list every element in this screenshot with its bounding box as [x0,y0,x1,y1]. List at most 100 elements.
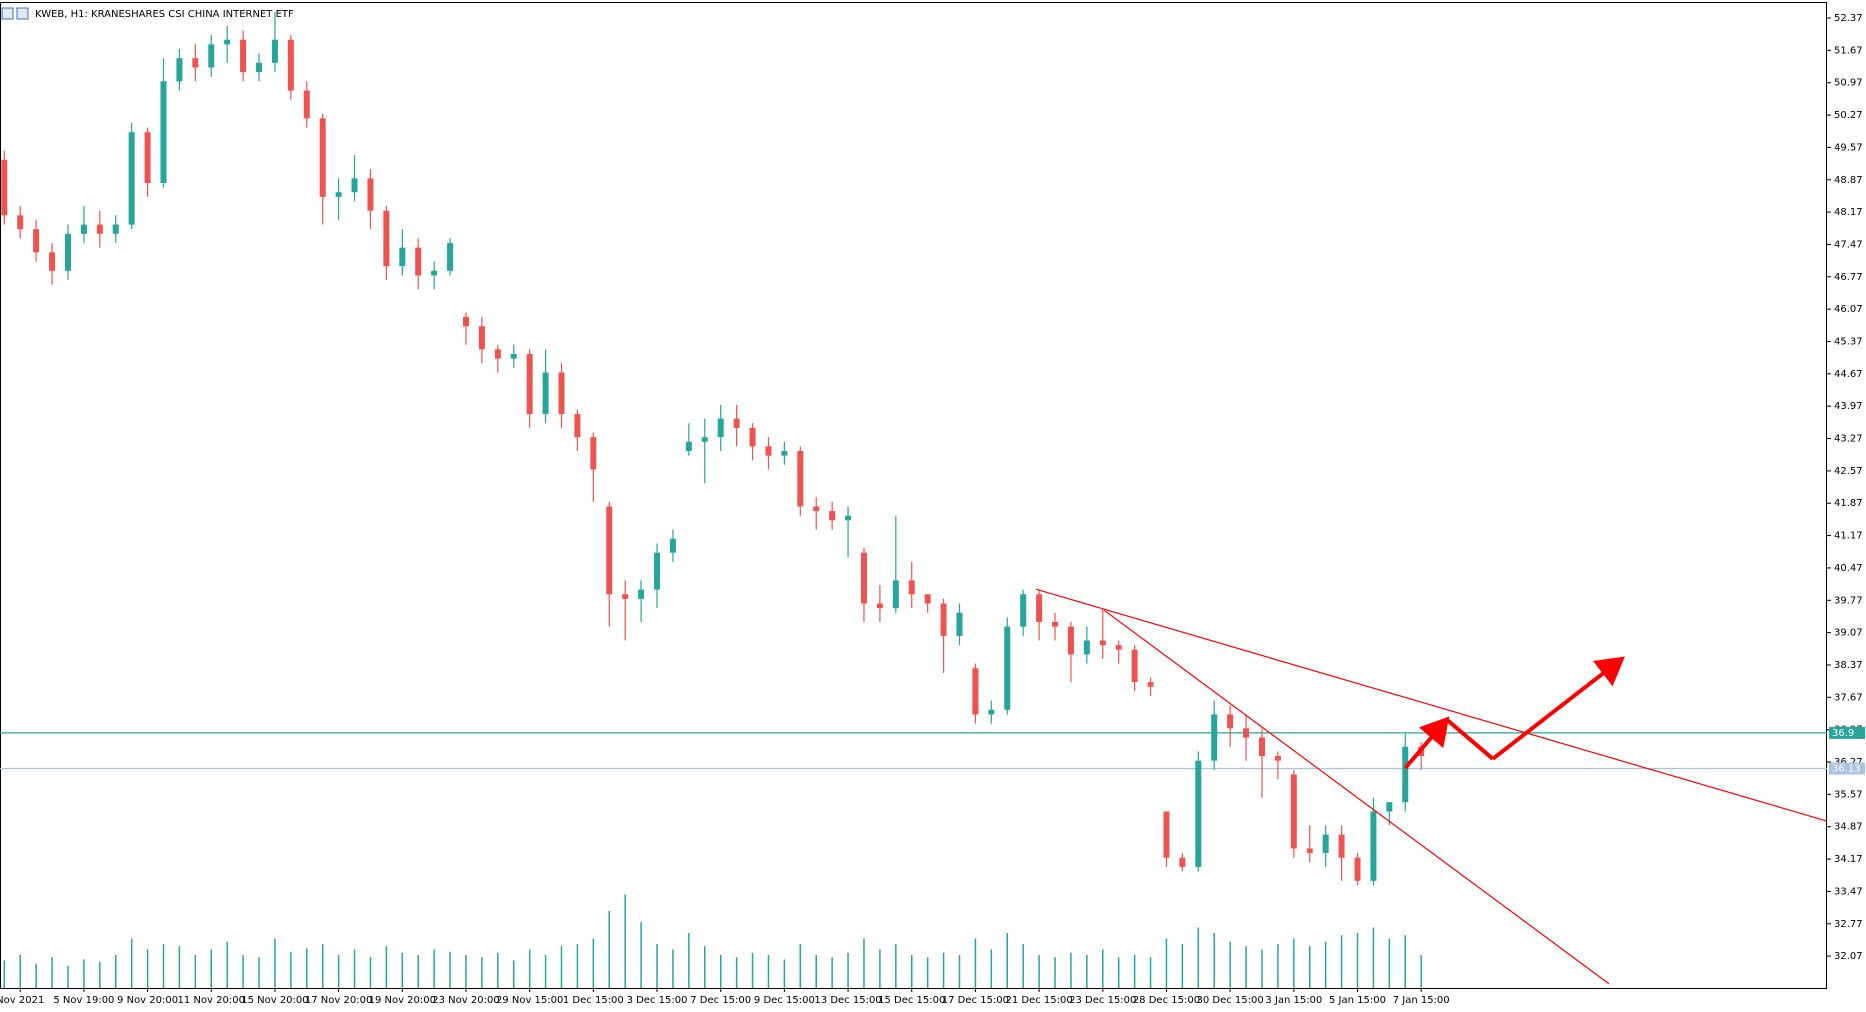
projection-arrow [1491,656,1625,761]
candle-body [1115,645,1122,650]
x-tick-label: 5 Nov 19:00 [53,995,114,1006]
x-tick-label: 23 Nov 20:00 [432,995,499,1006]
candle-body [64,233,71,271]
candle-body [462,317,469,327]
candle-body [876,603,883,609]
candle-body [606,506,613,595]
x-tick-label: 17 Nov 20:00 [305,995,372,1006]
candle-body [988,709,995,715]
x-tick-label: 7 Jan 15:00 [1393,995,1450,1006]
x-tick-label: 7 Dec 15:00 [690,995,751,1006]
candle-body [33,229,40,253]
candle-body [96,224,103,234]
x-tick-label: 9 Dec 15:00 [754,995,815,1006]
x-tick-label: 15 Dec 15:00 [878,995,945,1006]
candle-body [1402,746,1409,803]
y-tick-label: 35.57 [1834,789,1863,800]
candle-body [765,446,772,456]
candle-body [160,81,167,183]
y-tick-label: 46.77 [1834,272,1863,283]
trendline [1035,588,1828,822]
candle-body [287,39,294,91]
price-level-box [1829,762,1865,775]
x-tick-label: 1 Dec 15:00 [563,995,624,1006]
candle-body [256,62,263,73]
candle-body [654,552,661,590]
candle-body [112,224,119,234]
projection-arrow [1445,717,1495,761]
x-tick-label: 21 Dec 15:00 [1005,995,1072,1006]
candle-body [1179,857,1186,867]
candle-body [1131,649,1138,683]
y-tick-label: 42.57 [1834,466,1863,477]
y-tick-label: 43.97 [1834,401,1863,412]
x-tick-label: 9 Nov 20:00 [117,995,178,1006]
x-tick-label: 3 Dec 15:00 [627,995,688,1006]
candle-body [1274,756,1281,761]
y-tick-label: 43.27 [1834,434,1863,445]
price-level-label: 36.13 [1832,763,1861,774]
candle-body [1195,760,1202,867]
y-tick-label: 34.17 [1834,854,1863,865]
candle-body [622,594,629,599]
candle-body [860,552,867,604]
candle-body [813,506,820,512]
x-tick-label: 15 Nov 20:00 [241,995,308,1006]
icon [1,7,14,20]
candle-body [176,58,183,82]
candle-body [669,538,676,553]
candle-body [510,353,517,359]
y-tick-label: 49.57 [1834,142,1863,153]
y-tick-label: 39.07 [1834,628,1863,639]
chart-title: KWEB, H1: KRANESHARES CSI CHINA INTERNET… [35,9,294,20]
candle-body [733,418,740,428]
candle-body [494,349,501,359]
candle-body [797,451,804,507]
y-tick-label: 38.37 [1834,660,1863,671]
y-tick-label: 46.07 [1834,304,1863,315]
candle-body [478,326,485,350]
trendline [1104,609,1610,985]
candle-body [972,668,979,715]
icon [16,7,29,20]
candle-body [271,39,278,63]
candle-body [49,252,56,271]
x-tick-label: 29 Nov 15:00 [496,995,563,1006]
y-tick-label: 40.47 [1834,563,1863,574]
candle-body [701,437,708,442]
candle-body [240,39,247,73]
y-tick-label: 32.07 [1834,951,1863,962]
candle-body [781,451,788,456]
x-tick-label: 28 Dec 15:00 [1133,995,1200,1006]
x-tick-label: 23 Dec 15:00 [1069,995,1136,1006]
x-tick-label: 5 Jan 15:00 [1329,995,1386,1006]
candle-body [1354,857,1361,881]
candle-body [845,515,852,521]
title-icons [1,7,29,20]
x-tick-label: 30 Dec 15:00 [1197,995,1264,1006]
candle-body [208,44,215,68]
x-tick-label: 19 Nov 20:00 [369,995,436,1006]
y-tick-label: 50.27 [1834,110,1863,121]
candle-body [128,132,135,225]
candle-body [144,132,151,183]
x-tick-label: 11 Nov 20:00 [178,995,245,1006]
candle-body [319,118,326,197]
candle-body [1386,802,1393,812]
candle-body [431,270,438,276]
candle-body [80,224,87,234]
candle-body [1036,594,1043,623]
candle-body [1338,834,1345,858]
y-tick-label: 52.37 [1834,13,1863,24]
candle-body [1067,626,1074,655]
y-tick-label: 48.17 [1834,207,1863,218]
x-tick-label: 17 Dec 15:00 [942,995,1009,1006]
y-tick-label: 44.67 [1834,369,1863,380]
x-tick-label: Nov 2021 [0,995,44,1006]
y-tick-label: 48.87 [1834,175,1863,186]
candle-body [558,372,565,415]
x-tick-label: 13 Dec 15:00 [814,995,881,1006]
y-tick-label: 39.77 [1834,595,1863,606]
